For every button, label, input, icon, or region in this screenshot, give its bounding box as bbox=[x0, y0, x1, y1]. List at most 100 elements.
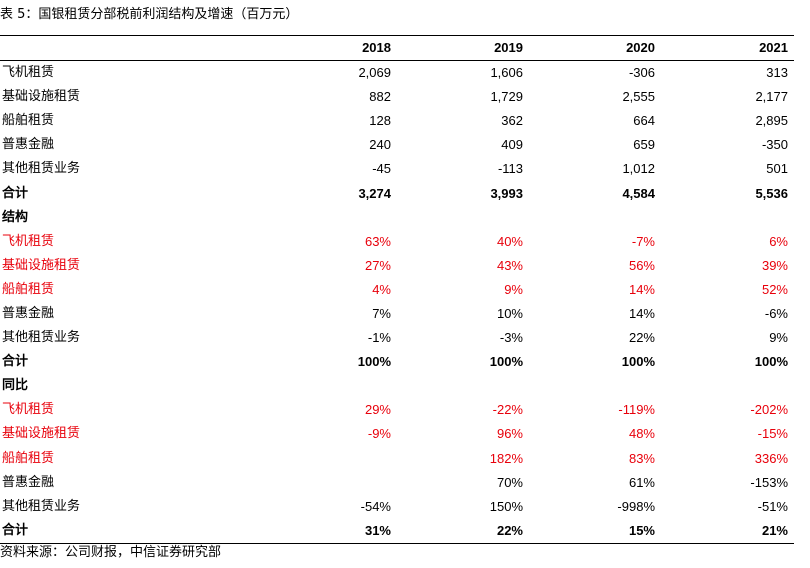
row-label: 其他租赁业务 bbox=[2, 330, 81, 346]
cell-2019 bbox=[397, 374, 529, 398]
table-row: 其他租赁业务 -1% -3% 22% 9% bbox=[0, 326, 794, 350]
cell-2018: 3,274 bbox=[358, 185, 391, 201]
table-row: 普惠金融 240 409 659 -350 bbox=[0, 133, 794, 157]
cell-2020: 2,555 bbox=[622, 89, 655, 105]
cell-2021: 2,895 bbox=[755, 113, 788, 129]
total-row: 合计 100% 100% 100% 100% bbox=[0, 350, 794, 374]
cell-2019: 43% bbox=[496, 257, 523, 273]
cell-2020: -119% bbox=[618, 402, 655, 418]
cell-2018: 29% bbox=[364, 402, 391, 418]
cell-2021: -51% bbox=[757, 498, 788, 514]
table-row: 飞机租赁 2,069 1,606 -306 313 bbox=[0, 61, 794, 86]
table-row: 其他租赁业务 -45 -113 1,012 501 bbox=[0, 157, 794, 181]
cell-2021: 5,536 bbox=[755, 185, 788, 201]
header-year-2018: 2018 bbox=[265, 35, 397, 61]
cell-2021: -6% bbox=[764, 305, 788, 321]
row-label: 其他租赁业务 bbox=[2, 161, 81, 177]
row-label: 普惠金融 bbox=[2, 305, 55, 321]
cell-2020 bbox=[529, 206, 661, 230]
row-label: 合计 bbox=[2, 185, 29, 201]
table-row: 基础设施租赁 27% 43% 56% 39% bbox=[0, 254, 794, 278]
cell-2020: 100% bbox=[621, 354, 655, 370]
cell-2020: 15% bbox=[529, 518, 661, 544]
table-row: 飞机租赁 29% -22% -119% -202% bbox=[0, 398, 794, 422]
table-row: 基础设施租赁 -9% 96% 48% -15% bbox=[0, 422, 794, 446]
section-header-row: 同比 bbox=[0, 374, 794, 398]
cell-2021: -153% bbox=[750, 474, 788, 490]
cell-2020: 48% bbox=[628, 426, 655, 442]
cell-2018: 2,069 bbox=[358, 65, 391, 81]
cell-2020: 56% bbox=[628, 257, 655, 273]
cell-2018: -9% bbox=[367, 426, 391, 442]
cell-2021: 336% bbox=[754, 450, 788, 466]
cell-2020: -7% bbox=[631, 233, 655, 249]
cell-2020: 83% bbox=[628, 450, 655, 466]
cell-2021: 100% bbox=[754, 354, 788, 370]
cell-2018: 31% bbox=[265, 518, 397, 544]
cell-2018: -54% bbox=[360, 498, 391, 514]
source-note: 资料来源：公司财报，中信证券研究部 bbox=[0, 545, 222, 560]
row-label: 其他租赁业务 bbox=[2, 498, 81, 514]
cell-2018: 7% bbox=[372, 305, 391, 321]
row-label: 基础设施租赁 bbox=[2, 426, 81, 442]
cell-2020: -998% bbox=[617, 498, 655, 514]
cell-2018: 100% bbox=[357, 354, 391, 370]
cell-2021 bbox=[661, 374, 794, 398]
section-label: 同比 bbox=[2, 378, 29, 394]
row-label: 飞机租赁 bbox=[2, 402, 55, 418]
cell-2019: -3% bbox=[499, 330, 523, 346]
section-header-row: 结构 bbox=[0, 206, 794, 230]
cell-2019: 10% bbox=[496, 305, 523, 321]
cell-2019: 70% bbox=[496, 474, 523, 490]
cell-2019: 1,606 bbox=[490, 65, 523, 81]
row-label: 普惠金融 bbox=[2, 474, 55, 490]
cell-2021: 2,177 bbox=[755, 89, 788, 105]
table-row: 基础设施租赁 882 1,729 2,555 2,177 bbox=[0, 85, 794, 109]
cell-2021: 9% bbox=[769, 330, 788, 346]
table-row: 飞机租赁 63% 40% -7% 6% bbox=[0, 230, 794, 254]
cell-2018: 4% bbox=[372, 281, 391, 297]
cell-2019: 40% bbox=[496, 233, 523, 249]
profit-structure-table: 2018 2019 2020 2021 飞机租赁 2,069 1,606 -30… bbox=[0, 35, 794, 544]
table-row: 其他租赁业务 -54% 150% -998% -51% bbox=[0, 495, 794, 519]
cell-2019 bbox=[397, 206, 529, 230]
cell-2021: 52% bbox=[761, 281, 788, 297]
cell-2018: 882 bbox=[369, 89, 391, 105]
cell-2021: 501 bbox=[766, 161, 788, 177]
header-label-cell bbox=[0, 35, 265, 61]
cell-2018: -45 bbox=[372, 161, 391, 177]
cell-2019: 96% bbox=[496, 426, 523, 442]
cell-2019: 1,729 bbox=[490, 89, 523, 105]
cell-2020: 61% bbox=[628, 474, 655, 490]
row-label: 基础设施租赁 bbox=[2, 89, 81, 105]
row-label: 船舶租赁 bbox=[2, 113, 55, 129]
cell-2019: 9% bbox=[504, 281, 523, 297]
row-label: 普惠金融 bbox=[2, 137, 55, 153]
cell-2021: -202% bbox=[750, 402, 788, 418]
table-row: 船舶租赁 4% 9% 14% 52% bbox=[0, 278, 794, 302]
table-row: 船舶租赁 128 362 664 2,895 bbox=[0, 109, 794, 133]
header-year-2020: 2020 bbox=[529, 35, 661, 61]
cell-2020 bbox=[529, 374, 661, 398]
table-row: 船舶租赁 182% 83% 336% bbox=[0, 447, 794, 471]
header-year-2019: 2019 bbox=[397, 35, 529, 61]
cell-2021: 313 bbox=[766, 65, 788, 81]
table-caption: 表 5：国银租赁分部税前利润结构及增速（百万元） bbox=[0, 7, 299, 22]
cell-2020: 1,012 bbox=[622, 161, 655, 177]
cell-2018 bbox=[265, 447, 397, 471]
cell-2021 bbox=[661, 206, 794, 230]
cell-2019: -22% bbox=[492, 402, 523, 418]
cell-2019: 182% bbox=[489, 450, 523, 466]
cell-2020: 659 bbox=[633, 137, 655, 153]
cell-2021: 6% bbox=[769, 233, 788, 249]
total-row: 合计 3,274 3,993 4,584 5,536 bbox=[0, 181, 794, 205]
section-label: 结构 bbox=[2, 209, 29, 225]
row-label: 船舶租赁 bbox=[2, 450, 55, 466]
header-year-2021: 2021 bbox=[661, 35, 794, 61]
row-label: 飞机租赁 bbox=[2, 65, 55, 81]
cell-2018 bbox=[265, 206, 397, 230]
table-row: 普惠金融 7% 10% 14% -6% bbox=[0, 302, 794, 326]
row-label: 合计 bbox=[2, 354, 29, 370]
cell-2018: 63% bbox=[364, 233, 391, 249]
row-label: 船舶租赁 bbox=[2, 281, 55, 297]
